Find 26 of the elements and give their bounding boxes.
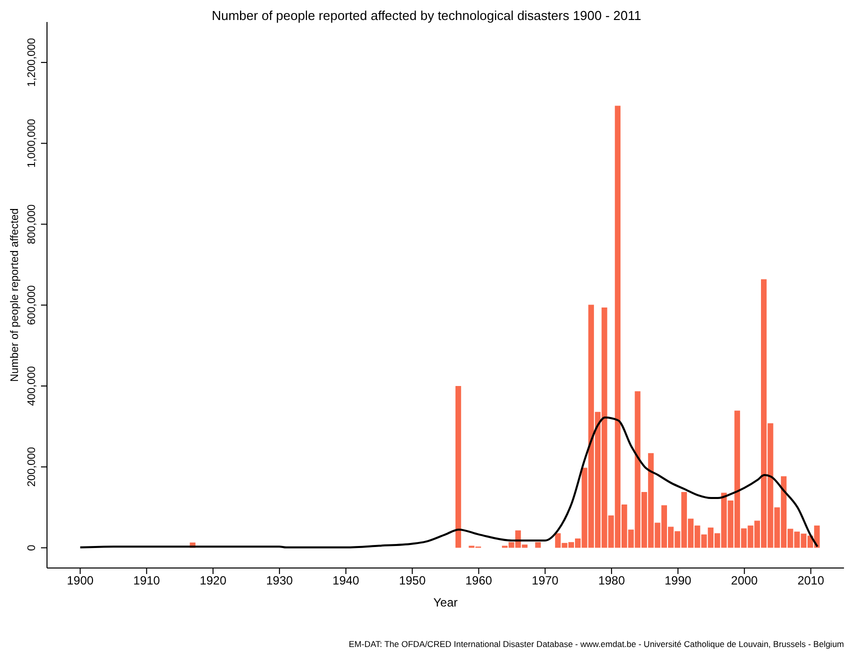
x-tick-label: 1930 <box>266 574 294 588</box>
x-tick-label: 2010 <box>797 574 824 588</box>
x-tick-label: 1910 <box>133 574 160 588</box>
y-tick-label: 800,000 <box>26 204 38 244</box>
x-tick-label: 1920 <box>200 574 227 588</box>
bar <box>535 542 541 548</box>
y-axis-title: Number of people reported affected <box>9 208 21 382</box>
y-tick-label: 0 <box>26 544 38 551</box>
x-tick-label: 1980 <box>598 574 626 588</box>
x-tick-label: 1970 <box>532 574 559 588</box>
x-tick-label: 1960 <box>465 574 492 588</box>
y-tick-label: 400,000 <box>26 366 38 406</box>
x-tick-label: 1940 <box>332 574 360 588</box>
line-series <box>79 416 818 548</box>
x-tick-label: 1950 <box>398 574 426 588</box>
x-tick-label: 2000 <box>731 574 758 588</box>
text: EM-DAT: The OFDA/CRED International Disaster Database - www.emdat.be - Université Catholique de Louvain, Brussels - Belgium <box>348 639 844 649</box>
bar <box>455 386 462 548</box>
chart-title: Number of people reported affected by technological disasters 1900 - 2011 <box>210 8 642 23</box>
x-tick-label: 1900 <box>66 574 94 588</box>
y-tick-label: 1,200,000 <box>26 38 38 87</box>
y-tick-label: 1,000,000 <box>26 118 38 168</box>
y-tick-label: 200,000 <box>26 447 38 487</box>
x-axis-title: Year <box>433 596 458 610</box>
y-tick-label: 600,000 <box>26 285 38 325</box>
x-tick-label: 1990 <box>664 574 692 588</box>
